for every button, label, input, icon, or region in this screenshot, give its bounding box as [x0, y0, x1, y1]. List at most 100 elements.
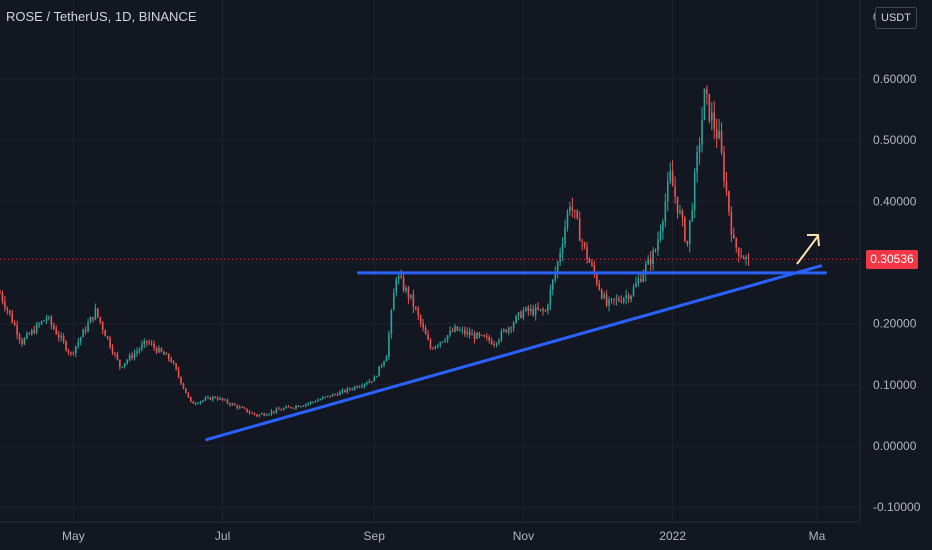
- candle: [214, 396, 217, 399]
- candle: [454, 323, 456, 333]
- candle: [693, 168, 696, 218]
- candle: [539, 308, 542, 312]
- candle: [375, 375, 378, 378]
- candle: [361, 383, 363, 389]
- candle: [532, 304, 535, 317]
- candle: [410, 294, 412, 300]
- candle: [229, 402, 231, 407]
- candle: [586, 241, 588, 264]
- candle: [395, 276, 398, 297]
- time-tick-label: Ma: [809, 529, 826, 543]
- candle: [26, 331, 28, 340]
- candle: [659, 224, 662, 243]
- candle: [363, 383, 366, 389]
- candle: [725, 172, 728, 197]
- candle: [510, 326, 513, 334]
- candle: [608, 296, 610, 312]
- candle: [488, 334, 490, 344]
- candle: [676, 196, 679, 219]
- candle: [603, 291, 605, 300]
- candle: [99, 316, 102, 325]
- candle: [106, 335, 109, 340]
- candle: [341, 388, 344, 394]
- candle: [635, 276, 637, 288]
- candle: [691, 203, 694, 223]
- candle: [559, 247, 561, 267]
- user-drawings[interactable]: [0, 234, 860, 442]
- candle: [740, 248, 742, 258]
- candle: [578, 211, 581, 242]
- candle: [260, 412, 263, 415]
- candle: [662, 218, 664, 240]
- candle: [324, 396, 327, 399]
- time-tick-label: Sep: [364, 529, 386, 543]
- candle: [126, 358, 128, 366]
- price-tick-label: 0.40000: [873, 194, 917, 208]
- candle: [622, 297, 625, 305]
- ascending-trend-line[interactable]: [205, 264, 823, 442]
- candle: [319, 398, 322, 401]
- candle: [527, 305, 530, 316]
- candle: [463, 326, 466, 337]
- candle: [485, 333, 488, 341]
- candle: [28, 331, 31, 336]
- candle: [490, 337, 493, 345]
- candle: [505, 329, 508, 334]
- candle: [627, 292, 630, 303]
- candle: [136, 347, 138, 357]
- up-arrow-icon[interactable]: [796, 234, 820, 265]
- candle: [522, 307, 525, 321]
- candle: [111, 344, 114, 356]
- candle: [67, 348, 70, 356]
- candle: [8, 309, 11, 317]
- candle: [221, 397, 224, 402]
- candle: [468, 327, 471, 339]
- candle: [290, 406, 292, 409]
- candle: [581, 238, 583, 251]
- candle: [45, 314, 48, 324]
- candle: [615, 294, 618, 306]
- candle: [551, 278, 554, 296]
- candle: [710, 102, 713, 131]
- candle: [33, 325, 36, 335]
- candle: [148, 339, 151, 346]
- candle: [671, 160, 674, 187]
- candle: [542, 307, 544, 316]
- candle: [138, 347, 141, 355]
- candle: [263, 412, 265, 417]
- candle: [275, 406, 278, 415]
- candle: [571, 197, 574, 218]
- candle: [270, 409, 273, 416]
- candle: [182, 382, 185, 390]
- candle: [84, 326, 87, 335]
- candle: [234, 402, 236, 406]
- candle: [167, 353, 170, 362]
- candle: [309, 400, 312, 405]
- candle: [253, 412, 256, 416]
- symbol-title[interactable]: ROSE / TetherUS, 1D, BINANCE: [6, 9, 197, 24]
- candle: [380, 363, 383, 369]
- candle: [412, 289, 415, 313]
- candle: [79, 336, 82, 346]
- time-axis[interactable]: May Jul Sep Nov 2022 Ma: [62, 529, 826, 543]
- candle: [358, 385, 361, 389]
- candle: [30, 328, 33, 336]
- candle: [238, 404, 241, 410]
- candle: [62, 333, 65, 344]
- candle: [40, 320, 43, 326]
- candle: [77, 337, 80, 349]
- candle: [654, 248, 657, 253]
- candle: [285, 405, 287, 409]
- candle: [278, 406, 280, 410]
- candle: [57, 330, 60, 342]
- candle: [549, 284, 552, 311]
- candle: [737, 247, 740, 263]
- candle: [243, 406, 246, 410]
- currency-selector[interactable]: USDT: [875, 7, 917, 29]
- candle: [212, 395, 214, 402]
- candle: [256, 413, 258, 418]
- candle: [742, 255, 745, 260]
- candle: [507, 326, 510, 336]
- candle: [199, 400, 202, 405]
